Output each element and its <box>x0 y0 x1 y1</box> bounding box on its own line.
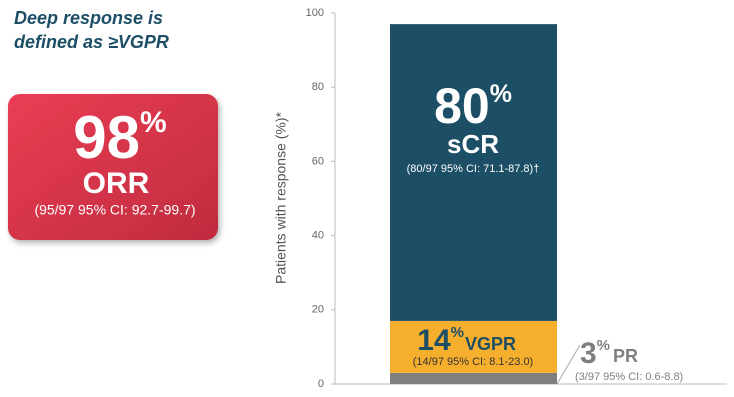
callout: defined as ≥VGPR <box>14 32 169 52</box>
y-tick-label: 20 <box>312 304 324 316</box>
series-note: (80/97 95% CI: 71.1-87.8)† <box>407 163 540 175</box>
callout: Deep response is <box>14 8 163 28</box>
bar-segment <box>390 320 557 373</box>
series-name: VGPR <box>465 334 516 354</box>
series-note: (14/97 95% CI: 8.1-23.0) <box>413 356 533 368</box>
bar-segment <box>390 24 557 321</box>
headline-value: 98% <box>73 104 166 171</box>
value-label: 3% <box>580 337 610 370</box>
headline-label: ORR <box>83 167 150 200</box>
series-name: PR <box>613 346 638 366</box>
series-name: sCR <box>447 129 499 159</box>
y-axis-label: Patients with response (%)* <box>273 111 289 284</box>
y-tick-label: 40 <box>312 230 324 242</box>
value-label: 14% <box>417 324 464 357</box>
connector <box>556 344 581 385</box>
headline-note: (95/97 95% CI: 92.7-99.7) <box>34 202 195 218</box>
y-tick-label: 80 <box>312 81 324 93</box>
series-note: (3/97 95% CI: 0.6-8.8) <box>575 371 683 383</box>
value-label: 80% <box>434 78 512 134</box>
y-tick-label: 0 <box>318 378 324 390</box>
y-tick-label: 60 <box>312 155 324 167</box>
bar-segment <box>390 372 557 384</box>
headline-box <box>8 94 218 240</box>
y-tick-label: 100 <box>306 7 324 19</box>
